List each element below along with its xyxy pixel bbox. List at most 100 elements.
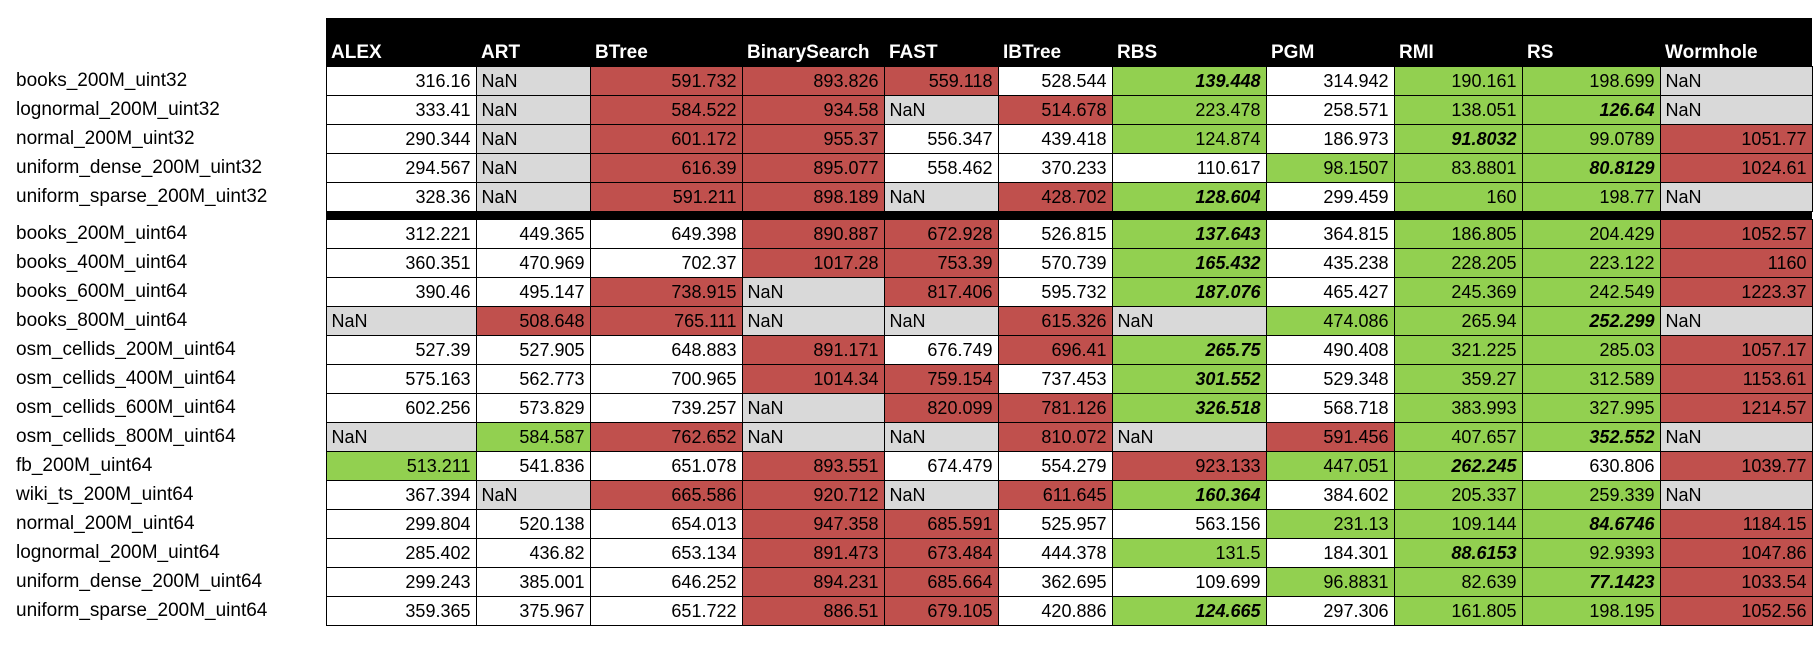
table-cell: 696.41	[997, 335, 1113, 365]
table-cell: 528.544	[997, 66, 1113, 96]
table-cell: 80.8129	[1521, 153, 1661, 183]
table-cell: 893.551	[741, 451, 885, 481]
table-cell: 265.94	[1393, 306, 1523, 336]
row-label: books_200M_uint64	[16, 223, 188, 244]
table-cell: 611.645	[997, 480, 1113, 510]
table-cell: 526.815	[997, 219, 1113, 249]
table-cell: 186.973	[1265, 124, 1395, 154]
table-cell: 737.453	[997, 364, 1113, 394]
table-cell: 359.365	[325, 596, 477, 626]
table-cell: NaN	[325, 422, 477, 452]
table-cell: 198.77	[1521, 182, 1661, 212]
table-cell: 568.718	[1265, 393, 1395, 423]
table-cell: 679.105	[883, 596, 999, 626]
table-cell: 554.279	[997, 451, 1113, 481]
table-cell: 570.739	[997, 248, 1113, 278]
table-cell: 82.639	[1393, 567, 1523, 597]
table-cell: NaN	[741, 277, 885, 307]
table-cell: 616.39	[589, 153, 743, 183]
table-cell: 375.967	[475, 596, 591, 626]
table-body: books_200M_uint32 316.16 NaN 591.732 893.826…	[8, 66, 1813, 626]
table-cell: 558.462	[883, 153, 999, 183]
table-cell: 672.928	[883, 219, 999, 249]
table-cell: NaN	[475, 124, 591, 154]
table-cell: 131.5	[1111, 538, 1267, 568]
table-cell: 449.365	[475, 219, 591, 249]
table-row: osm_cellids_800M_uint64 NaN 584.587 762.652…	[8, 422, 1813, 452]
table-cell: 520.138	[475, 509, 591, 539]
table-cell: 739.257	[589, 393, 743, 423]
table-cell: 420.886	[997, 596, 1113, 626]
table-cell: NaN	[741, 393, 885, 423]
table-cell: 160.364	[1111, 480, 1267, 510]
table-cell: 781.126	[997, 393, 1113, 423]
table-cell: 297.306	[1265, 596, 1395, 626]
table-cell: 1017.28	[741, 248, 885, 278]
table-row: wiki_ts_200M_uint64 367.394 NaN 665.586 920.…	[8, 480, 1813, 510]
table-cell: 299.459	[1265, 182, 1395, 212]
table-cell: 1184.15	[1659, 509, 1813, 539]
table-cell: NaN	[883, 182, 999, 212]
table-row: osm_cellids_400M_uint64 575.163 562.773 700…	[8, 364, 1813, 394]
table-cell: NaN	[475, 153, 591, 183]
table-cell: 262.245	[1393, 451, 1523, 481]
table-cell: 290.344	[325, 124, 477, 154]
table-cell: 685.664	[883, 567, 999, 597]
table-cell: 99.0789	[1521, 124, 1661, 154]
table-cell: 352.552	[1521, 422, 1661, 452]
column-header-btree: BTree	[590, 18, 742, 67]
table-cell: 575.163	[325, 364, 477, 394]
table-cell: 444.378	[997, 538, 1113, 568]
row-label: uniform_sparse_200M_uint64	[16, 600, 268, 621]
table-cell: 205.337	[1393, 480, 1523, 510]
table-cell: 439.418	[997, 124, 1113, 154]
table-cell: 738.915	[589, 277, 743, 307]
header-row: ALEX ART BTree BinarySearch FAST IBTree …	[8, 18, 1812, 67]
table-cell: 285.03	[1521, 335, 1661, 365]
table-cell: 223.478	[1111, 95, 1267, 125]
table-cell: 1052.56	[1659, 596, 1813, 626]
table-cell: 1057.17	[1659, 335, 1813, 365]
table-cell: 653.134	[589, 538, 743, 568]
row-label: osm_cellids_800M_uint64	[16, 426, 236, 447]
column-header-ibtree: IBTree	[998, 18, 1112, 67]
table-cell: 753.39	[883, 248, 999, 278]
table-cell: 886.51	[741, 596, 885, 626]
table-cell: 1051.77	[1659, 124, 1813, 154]
table-cell: 128.604	[1111, 182, 1267, 212]
table-cell: 665.586	[589, 480, 743, 510]
table-cell: 362.695	[997, 567, 1113, 597]
table-cell: 360.351	[325, 248, 477, 278]
table-cell: 947.358	[741, 509, 885, 539]
table-cell: NaN	[883, 95, 999, 125]
table-cell: NaN	[741, 306, 885, 336]
table-cell: 648.883	[589, 335, 743, 365]
table-row: normal_200M_uint64 299.804 520.138 654.013 9…	[8, 509, 1813, 539]
row-label: lognormal_200M_uint64	[16, 542, 220, 563]
table-cell: 810.072	[997, 422, 1113, 452]
table-cell: NaN	[1659, 95, 1813, 125]
header-corner	[8, 18, 326, 67]
column-header-pgm: PGM	[1266, 18, 1394, 67]
table-cell: 1024.61	[1659, 153, 1813, 183]
table-cell: 674.479	[883, 451, 999, 481]
table-cell: 1214.57	[1659, 393, 1813, 423]
row-label: books_400M_uint64	[16, 252, 188, 273]
table-cell: 920.712	[741, 480, 885, 510]
column-header-binarysearch: BinarySearch	[742, 18, 884, 67]
table-row: osm_cellids_200M_uint64 527.39 527.905 648.…	[8, 335, 1813, 365]
table-cell: 584.587	[475, 422, 591, 452]
table-cell: 312.589	[1521, 364, 1661, 394]
table-cell: 407.657	[1393, 422, 1523, 452]
table-cell: 890.887	[741, 219, 885, 249]
table-row: books_400M_uint64 360.351 470.969 702.37 101…	[8, 248, 1813, 278]
table-cell: 646.252	[589, 567, 743, 597]
row-label: uniform_dense_200M_uint64	[16, 571, 263, 592]
table-cell: 96.8831	[1265, 567, 1395, 597]
column-header-fast: FAST	[884, 18, 998, 67]
table-cell: 601.172	[589, 124, 743, 154]
table-cell: 591.732	[589, 66, 743, 96]
table-cell: 435.238	[1265, 248, 1395, 278]
table-cell: 187.076	[1111, 277, 1267, 307]
table-cell: 559.118	[883, 66, 999, 96]
